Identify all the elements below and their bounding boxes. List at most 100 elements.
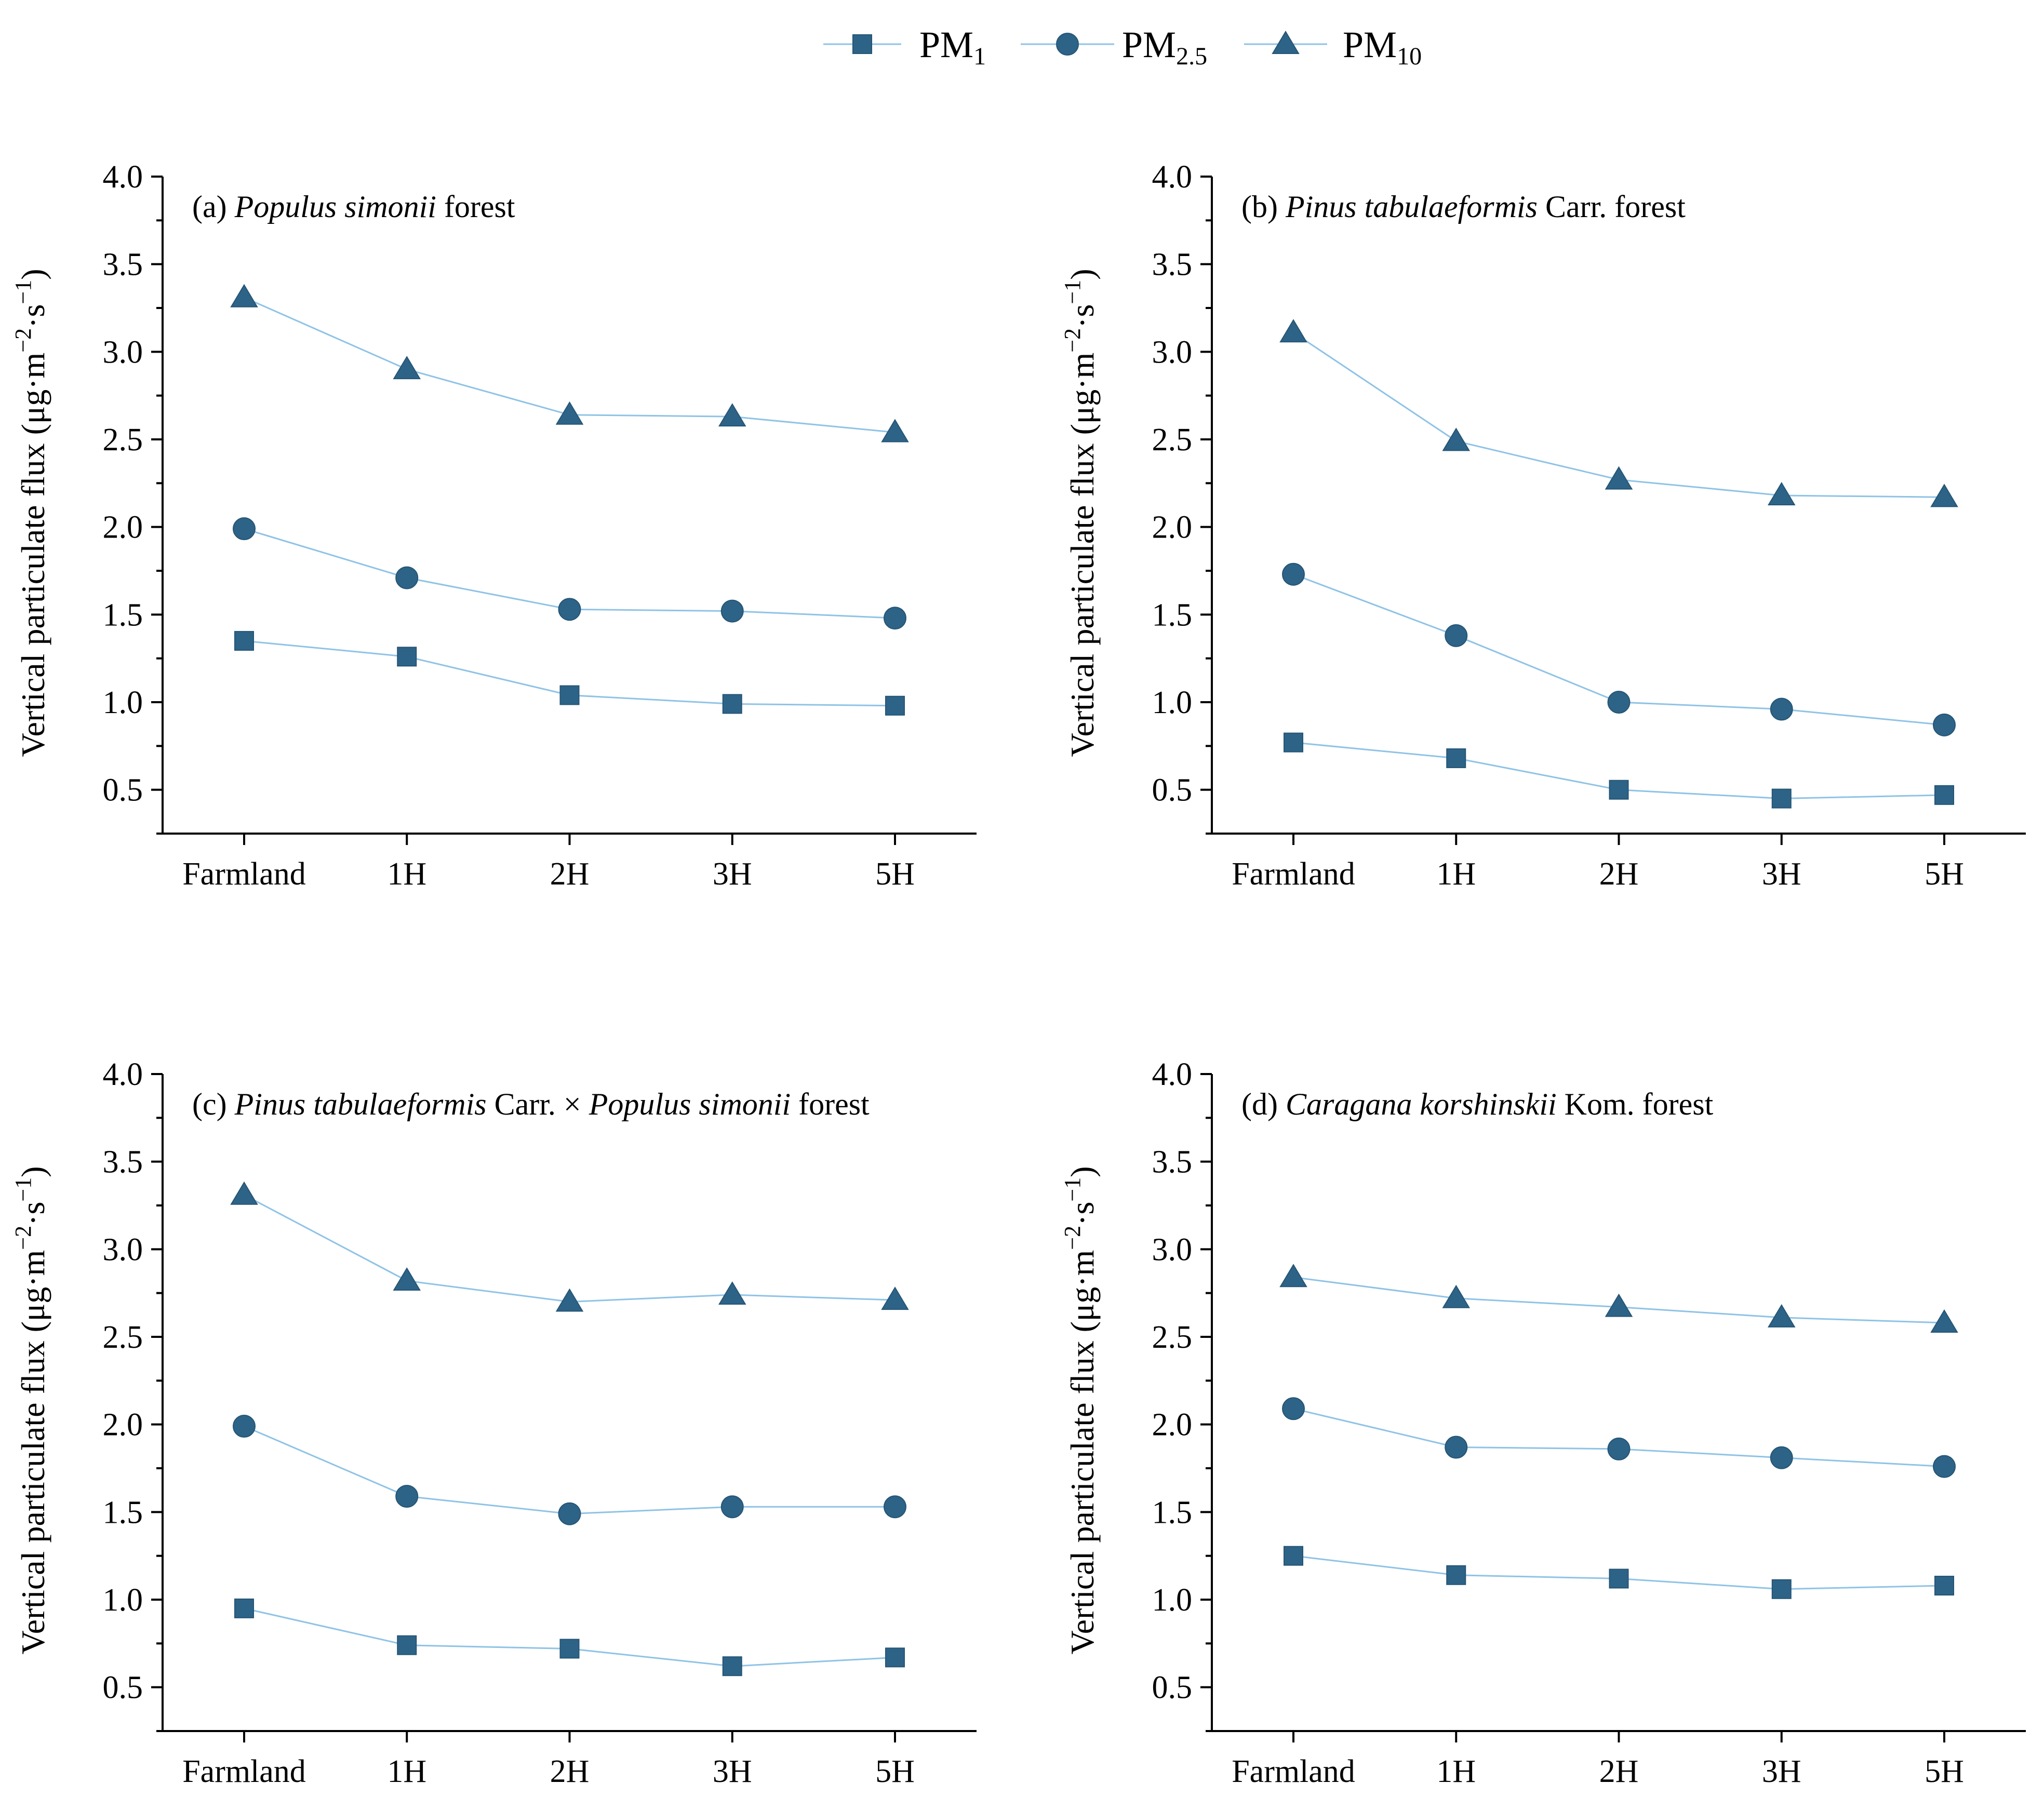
x-tick-label: 3H	[713, 856, 752, 892]
legend: PM1 PM2.5 PM10	[823, 24, 1422, 70]
data-point	[1934, 1576, 1954, 1596]
data-point	[1279, 1264, 1307, 1288]
data-point	[230, 284, 258, 307]
data-point	[881, 1286, 909, 1310]
y-tick-label: 0.5	[103, 1670, 143, 1706]
data-point	[1770, 698, 1793, 721]
data-point	[1771, 788, 1792, 809]
data-point	[558, 1502, 581, 1525]
y-tick-label: 1.5	[103, 1495, 143, 1530]
data-point	[1609, 780, 1629, 800]
data-point	[1771, 1579, 1792, 1599]
data-point	[722, 1656, 742, 1677]
y-tick-label: 0.5	[1152, 773, 1193, 808]
y-tick-label: 2.5	[103, 422, 143, 458]
data-point	[1767, 1304, 1796, 1327]
data-point	[1930, 1309, 1958, 1333]
legend-item-pm1: PM1	[823, 24, 986, 70]
series-line	[244, 1425, 895, 1515]
x-tick-label: 2H	[550, 1754, 590, 1789]
data-point	[234, 631, 254, 651]
data-point	[230, 1181, 258, 1205]
legend-item-pm25: PM2.5	[1021, 24, 1207, 70]
y-tick-label: 3.0	[1152, 1232, 1193, 1267]
y-tick-label: 4.0	[1152, 159, 1193, 195]
data-point	[1770, 1446, 1793, 1469]
data-point	[1282, 1397, 1305, 1420]
data-point	[1930, 484, 1958, 507]
data-point	[1609, 1568, 1629, 1589]
panel-d: 0.5 1.0 1.5 2.0 2.5 3.0 3.5 4.0 Farmland 1H 2H 3H 5H…	[1060, 1057, 2026, 1789]
y-axis-title: Vertical particulate flux (μg·m−2·s−1)	[10, 269, 51, 757]
data-point	[1445, 1436, 1468, 1459]
data-point	[884, 1495, 906, 1519]
legend-item-pm10: PM10	[1244, 24, 1422, 70]
y-tick-label: 2.0	[103, 510, 143, 545]
data-point	[555, 1288, 584, 1312]
data-point	[722, 694, 742, 714]
data-point	[885, 695, 905, 716]
y-tick-label: 1.0	[1152, 685, 1193, 720]
x-tick-label: 1H	[1436, 856, 1476, 892]
series-pm10	[230, 1181, 909, 1312]
x-tick-label: 3H	[1762, 856, 1801, 892]
x-tick-label: 5H	[875, 1754, 915, 1789]
x-tick-label: Farmland	[182, 1754, 306, 1789]
y-axis-title: Vertical particulate flux (μg·m−2·s−1)	[10, 1166, 51, 1654]
data-point	[720, 599, 744, 623]
data-point	[559, 685, 580, 705]
data-point	[718, 1281, 746, 1305]
series-pm1	[234, 631, 905, 716]
data-point	[393, 1267, 421, 1291]
series-pm10	[230, 284, 909, 442]
data-point	[1284, 1546, 1303, 1566]
series-pm25	[1282, 562, 1956, 736]
data-point	[234, 1598, 254, 1618]
x-tick-label: 5H	[1925, 1754, 1964, 1789]
y-tick-label: 1.0	[1152, 1583, 1193, 1618]
series-line	[244, 1194, 896, 1303]
data-point	[1934, 785, 1954, 805]
legend-label: PM2.5	[1122, 24, 1207, 70]
y-tick-label: 1.5	[1152, 1495, 1193, 1530]
y-axis-title: Vertical particulate flux (μg·m−2·s−1)	[1060, 269, 1101, 757]
data-point	[720, 1495, 744, 1519]
data-point	[1442, 1284, 1471, 1308]
data-point	[1445, 624, 1468, 647]
data-point	[1605, 466, 1633, 490]
legend-label: PM1	[919, 24, 986, 70]
data-point	[395, 566, 419, 589]
y-tick-label: 4.0	[103, 159, 143, 195]
y-tick-label: 3.0	[103, 1232, 143, 1267]
x-tick-label: 1H	[387, 856, 426, 892]
panel-title: (d) Caragana korshinskii Kom. forest	[1241, 1087, 1714, 1121]
data-point	[1279, 319, 1307, 343]
panel-b: 0.5 1.0 1.5 2.0 2.5 3.0 3.5 4.0 Farmland 1H 2H 3H 5H…	[1060, 159, 2026, 892]
y-tick-label: 2.0	[1152, 510, 1193, 545]
y-tick-label: 1.0	[103, 685, 143, 720]
series-pm25	[1282, 1397, 1956, 1478]
data-point	[1933, 1455, 1956, 1478]
y-tick-label: 1.5	[103, 597, 143, 633]
x-tick-label: 5H	[1925, 856, 1964, 892]
data-point	[1607, 1437, 1631, 1460]
data-point	[1607, 691, 1631, 714]
data-point	[885, 1647, 905, 1668]
data-point	[1442, 427, 1471, 451]
y-tick-label: 1.0	[103, 1583, 143, 1618]
data-point	[555, 401, 584, 425]
data-point	[395, 1484, 419, 1508]
panel-c: 0.5 1.0 1.5 2.0 2.5 3.0 3.5 4.0 Farmland 1H 2H 3H 5H…	[10, 1057, 977, 1789]
series-pm1	[1284, 732, 1954, 809]
y-tick-label: 3.5	[103, 1145, 143, 1180]
data-point	[1282, 562, 1305, 586]
data-point	[397, 1635, 417, 1655]
panel-title: (b) Pinus tabulaeformis Carr. forest	[1241, 190, 1686, 224]
panel-title: (c) Pinus tabulaeformis Carr. × Populus …	[192, 1087, 870, 1121]
y-tick-label: 3.0	[1152, 334, 1193, 370]
y-tick-label: 2.0	[103, 1407, 143, 1443]
x-tick-label: 1H	[387, 1754, 426, 1789]
data-point	[1284, 732, 1303, 753]
data-point	[1605, 1293, 1633, 1317]
